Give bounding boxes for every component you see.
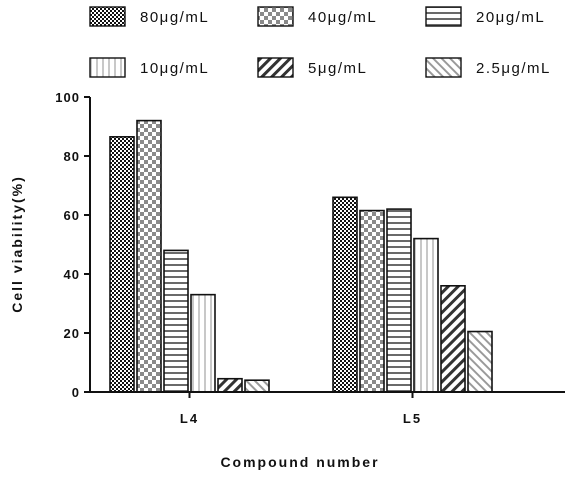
bar [413, 237, 439, 393]
y-tick-label: 80 [64, 149, 80, 164]
bar [190, 293, 216, 393]
legend-swatch [89, 6, 126, 27]
bar [440, 284, 466, 393]
bar [217, 377, 243, 393]
legend-label: 40μg/mL [308, 9, 377, 26]
y-axis-title: Cell viability(%) [9, 175, 25, 312]
x-axis-title: Compound number [220, 454, 379, 470]
legend-label: 80μg/mL [140, 9, 209, 26]
axes [89, 97, 565, 393]
y-tick-label: 100 [55, 90, 80, 105]
y-tick-label: 0 [72, 385, 80, 400]
bar [386, 208, 412, 393]
x-tick-label: L4 [180, 411, 199, 426]
bar [467, 330, 493, 393]
bars [109, 119, 493, 393]
legend-swatch [257, 57, 294, 78]
bar [109, 136, 135, 393]
bar [244, 379, 270, 393]
y-ticks: 0 20 40 60 80 100 [55, 90, 90, 400]
legend-swatch [257, 6, 294, 27]
bar [332, 196, 358, 393]
x-tick-label: L5 [403, 411, 422, 426]
legend-swatch [89, 57, 126, 78]
y-tick-label: 20 [64, 326, 80, 341]
bar [359, 209, 385, 393]
legend-label: 20μg/mL [476, 9, 545, 26]
legend: 80μg/mL 40μg/mL 20μg/mL 10μg/mL 5μg/mL 2.5μg/… [89, 6, 551, 78]
legend-swatch [425, 57, 462, 78]
bar [163, 249, 189, 393]
legend-swatch [425, 6, 462, 27]
legend-label: 5μg/mL [308, 60, 367, 77]
legend-label: 2.5μg/mL [476, 60, 551, 77]
bar [136, 119, 162, 393]
x-ticks: L4 L5 [180, 392, 422, 426]
y-tick-label: 40 [64, 267, 80, 282]
legend-label: 10μg/mL [140, 60, 209, 77]
y-tick-label: 60 [64, 208, 80, 223]
